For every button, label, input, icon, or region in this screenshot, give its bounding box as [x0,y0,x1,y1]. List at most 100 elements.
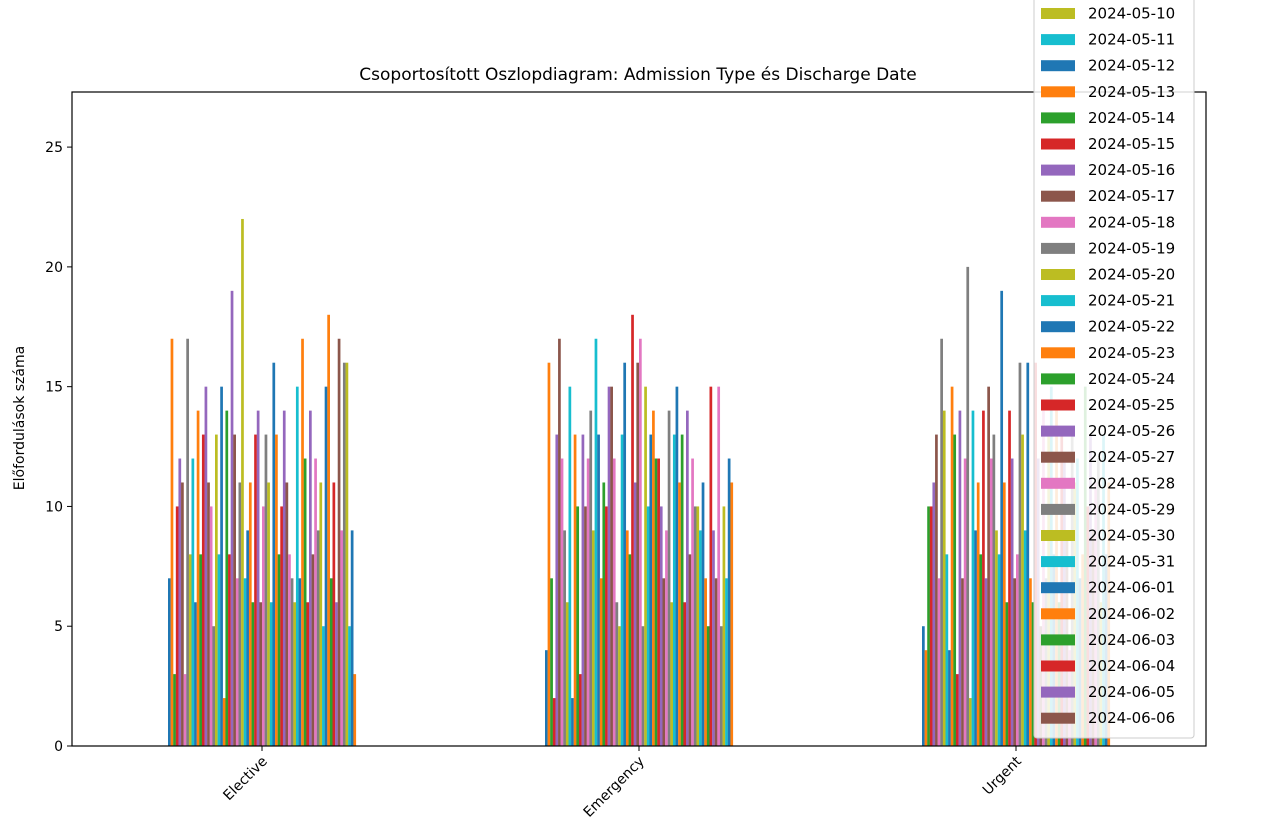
bar-emergency-38 [644,386,647,746]
bar-elective-6 [183,674,187,746]
bar-urgent-21 [976,482,980,746]
bar-urgent-24 [984,578,988,746]
bar-urgent-41 [1029,578,1032,746]
bar-emergency-36 [639,338,642,746]
legend-swatch [1041,190,1075,202]
bar-emergency-31 [625,530,629,746]
bar-elective-56 [314,458,317,746]
bar-urgent-34 [1010,458,1014,746]
legend-label: 2024-05-19 [1088,239,1175,257]
bar-emergency-23 [605,506,608,746]
bar-urgent-29 [997,554,1001,746]
bar-elective-58 [319,482,323,746]
bar-elective-62 [329,578,333,746]
legend-label: 2024-05-25 [1088,396,1175,414]
bar-emergency-12 [576,506,580,746]
legend-swatch [1041,321,1075,333]
bar-urgent-5 [935,434,938,746]
bar-emergency-63 [709,386,713,746]
bar-elective-20 [220,386,223,746]
legend-swatch [1041,269,1075,280]
legend-swatch [1041,216,1075,228]
bar-urgent-27 [992,434,996,746]
bar-elective-23 [228,554,231,746]
bar-urgent-19 [971,410,975,746]
bar-elective-42 [277,554,281,746]
bar-emergency-10 [571,698,574,746]
bar-elective-8 [188,554,192,746]
bar-urgent-9 [945,554,949,746]
x-tick-label-urgent: Urgent [980,753,1025,798]
bar-elective-28 [241,218,244,747]
legend-label: 2024-05-31 [1088,553,1175,571]
legend-label: 2024-05-21 [1088,292,1175,310]
plot-frame [71,91,1207,747]
bar-elective-14 [204,386,208,746]
bar-elective-11 [196,410,200,746]
bar-elective-27 [238,482,242,746]
bar-emergency-41 [652,410,655,746]
bar-emergency-5 [558,338,561,746]
bar-elective-43 [280,506,283,746]
bar-emergency-16 [586,458,590,746]
legend-label: 2024-05-17 [1088,187,1175,205]
bar-elective-47 [290,578,294,746]
bar-elective-55 [311,554,315,746]
bar-urgent-17 [966,266,970,746]
bar-emergency-8 [565,602,569,746]
legend-label: 2024-05-18 [1088,213,1175,231]
legend-swatch [1041,373,1075,385]
bar-urgent-37 [1018,362,1022,746]
bar-emergency-14 [581,434,585,746]
bar-urgent-3 [929,506,933,746]
bar-elective-61 [327,314,330,746]
bar-emergency-29 [620,434,624,746]
legend-label: 2024-05-23 [1088,344,1175,362]
bar-urgent-42 [1031,602,1035,746]
bar-emergency-66 [717,386,721,746]
bar-emergency-53 [683,602,687,746]
legend-swatch [1041,138,1075,150]
bar-urgent-30 [1000,290,1004,746]
legend-label: 2024-05-30 [1088,527,1175,545]
legend-swatch [1041,503,1075,515]
legend-label: 2024-05-27 [1088,448,1175,466]
legend-label: 2024-05-24 [1088,370,1175,388]
legend-swatch [1041,112,1075,124]
y-axis-label: Előfordulások száma [12,346,28,490]
bar-urgent-36 [1016,554,1019,746]
legend-swatch [1041,8,1075,19]
bar-urgent-32 [1005,602,1009,746]
bar-elective-12 [199,554,203,746]
bar-elective-54 [309,410,312,746]
bar-emergency-24 [607,386,611,746]
legend-swatch [1041,86,1075,98]
bar-emergency-70 [727,458,731,746]
bar-elective-33 [254,434,257,746]
bar-emergency-65 [714,578,718,746]
bar-urgent-38 [1021,434,1024,746]
legend-swatch [1041,34,1075,46]
bar-elective-49 [295,386,299,746]
bar-emergency-50 [675,386,679,746]
x-tick-label-emergency: Emergency [581,754,648,821]
legend-box [1033,0,1195,739]
bar-urgent-10 [948,650,951,746]
bar-emergency-26 [612,458,616,746]
bar-urgent-31 [1002,482,1006,746]
bar-elective-30 [246,530,250,746]
y-tick-label: 25 [45,140,63,156]
bar-emergency-67 [719,626,723,746]
legend-label: 2024-05-12 [1088,57,1175,75]
bar-elective-51 [301,338,304,746]
bar-elective-71 [353,674,357,746]
bar-emergency-21 [599,578,603,746]
bar-urgent-40 [1026,362,1030,746]
bar-urgent-4 [932,482,936,746]
bar-urgent-20 [974,530,977,746]
bar-elective-3 [175,506,179,746]
bar-emergency-58 [696,506,700,746]
bar-elective-21 [222,698,226,746]
bar-urgent-23 [982,410,985,746]
bar-urgent-13 [955,674,959,746]
